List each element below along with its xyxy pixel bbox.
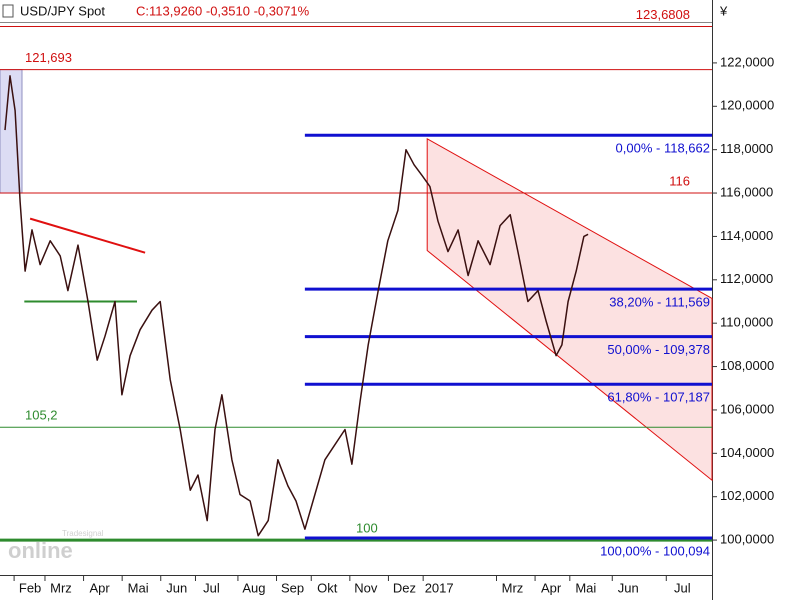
window-icon: [2, 4, 14, 18]
x-tick-label: Apr: [541, 580, 562, 595]
y-tick-label: 112,0000: [720, 271, 773, 286]
logo-sub: Tradesignal: [62, 529, 104, 538]
y-tick-label: 122,0000: [720, 54, 774, 69]
logo-text: online: [8, 538, 73, 563]
x-tick-label: Jul: [674, 580, 691, 595]
y-tick-label: 108,0000: [720, 358, 774, 373]
x-tick-label: Dez: [393, 580, 416, 595]
fib-label: 0,00% - 118,662: [616, 141, 710, 156]
x-tick-label: Apr: [89, 580, 110, 595]
fib-label: 61,80% - 107,187: [607, 390, 710, 405]
x-tick-label: Sep: [281, 580, 304, 595]
x-tick-label: Jun: [166, 580, 187, 595]
y-tick-label: 110,0000: [720, 315, 773, 330]
x-tick-label: Jul: [203, 580, 220, 595]
x-tick-label: 2017: [425, 580, 454, 595]
y-tick-label: 120,0000: [720, 98, 774, 113]
fib-label: 50,00% - 109,378: [607, 342, 710, 357]
x-tick-label: Mai: [128, 580, 149, 595]
channel: [426, 137, 713, 482]
level-label: 116: [669, 173, 690, 188]
x-tick-label: Jun: [618, 580, 639, 595]
y-tick-label: 106,0000: [720, 401, 774, 416]
x-tick-label: Aug: [242, 580, 265, 595]
trendline: [29, 217, 146, 254]
currency-label: ¥: [719, 3, 728, 18]
level-label: 105,2: [25, 408, 58, 423]
x-tick-label: Okt: [317, 580, 338, 595]
x-tick-label: Mrz: [502, 580, 524, 595]
fib-label: 100,00% - 100,094: [600, 543, 710, 558]
plot-area: 123,6808 121,693 116 105,2 100 0,00% - 118,66…: [0, 7, 713, 558]
logo: Tradesignal online: [8, 529, 104, 563]
level-label: 123,6808: [636, 7, 690, 22]
y-tick-label: 118,0000: [720, 141, 773, 156]
quote: C:113,9260 -0,3510 -0,3071%: [136, 3, 310, 18]
x-tick-label: Mrz: [50, 580, 72, 595]
y-tick-label: 100,0000: [720, 532, 774, 547]
x-tick-label: Mai: [575, 580, 596, 595]
price-line: [4, 75, 589, 537]
x-tick-label: Nov: [354, 580, 378, 595]
y-tick-label: 116,0000: [720, 184, 773, 199]
y-tick-label: 102,0000: [720, 488, 774, 503]
level-label: 100: [356, 521, 378, 536]
y-tick-label: 104,0000: [720, 445, 774, 460]
y-tick-label: 114,0000: [720, 228, 773, 243]
x-tick-label: Feb: [19, 580, 41, 595]
fib-label: 38,20% - 111,569: [609, 295, 710, 310]
instrument-title: USD/JPY Spot: [20, 3, 105, 18]
level-label: 121,693: [25, 50, 72, 65]
